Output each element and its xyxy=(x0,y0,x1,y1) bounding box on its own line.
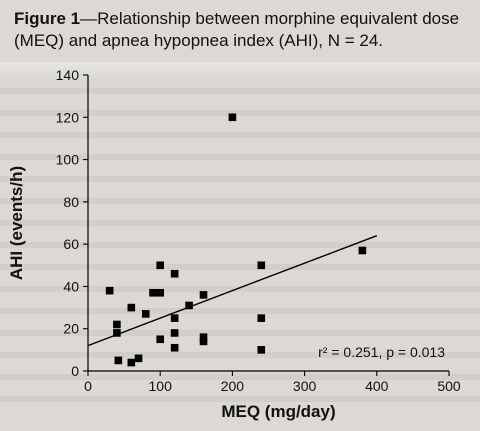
data-point xyxy=(127,303,136,312)
figure-label: Figure 1 xyxy=(14,9,81,28)
data-point xyxy=(105,286,114,295)
section-header-band xyxy=(0,62,480,82)
data-point xyxy=(113,329,121,337)
x-tick-label: 100 xyxy=(149,378,173,394)
data-point xyxy=(170,314,179,322)
data-point xyxy=(358,246,367,255)
y-tick-label: 20 xyxy=(63,321,79,337)
regression-line xyxy=(87,235,378,347)
data-point xyxy=(113,320,121,329)
data-point xyxy=(156,335,164,344)
data-point xyxy=(199,337,208,346)
y-tick-label: 60 xyxy=(63,236,79,252)
x-tick-label: 200 xyxy=(221,378,245,394)
stats-annotation: r² = 0.251, p = 0.013 xyxy=(318,344,445,360)
x-tick-label: 500 xyxy=(437,378,461,394)
data-point xyxy=(199,333,208,341)
y-tick-label: 120 xyxy=(56,109,80,125)
page-bleed-through xyxy=(0,88,480,408)
data-point xyxy=(134,354,143,363)
x-tick-label: 300 xyxy=(293,378,317,394)
data-points xyxy=(105,113,367,367)
data-point xyxy=(257,314,266,322)
x-tick-label: 400 xyxy=(365,378,389,394)
data-point xyxy=(185,301,193,310)
data-point xyxy=(257,346,266,354)
axis-ticks: 0 20 40 60 80 100 120 140 0 100 200 300 400 500 xyxy=(56,67,461,394)
plot-axes xyxy=(87,75,449,372)
data-point xyxy=(141,310,150,318)
figure-caption-text: —Relationship between morphine equivalen… xyxy=(14,9,460,50)
figure-caption: Figure 1—Relationship between morphine e… xyxy=(14,8,464,52)
data-point xyxy=(199,291,208,299)
y-tick-label: 0 xyxy=(71,363,79,379)
x-axis-label: MEQ (mg/day) xyxy=(221,402,335,421)
data-point xyxy=(257,261,266,270)
y-tick-label: 40 xyxy=(63,278,79,294)
y-tick-label: 140 xyxy=(56,67,80,83)
data-point xyxy=(127,358,136,367)
data-point xyxy=(156,261,164,270)
data-point xyxy=(170,343,179,352)
x-tick-label: 0 xyxy=(84,378,92,394)
data-point xyxy=(170,329,179,337)
y-axis-label: AHI (events/h) xyxy=(7,166,26,280)
data-point xyxy=(149,288,157,297)
data-point xyxy=(114,356,123,365)
y-tick-label: 100 xyxy=(56,152,80,168)
y-tick-label: 80 xyxy=(63,194,79,210)
data-point xyxy=(170,269,179,278)
data-point xyxy=(228,113,237,122)
data-point xyxy=(156,288,164,297)
